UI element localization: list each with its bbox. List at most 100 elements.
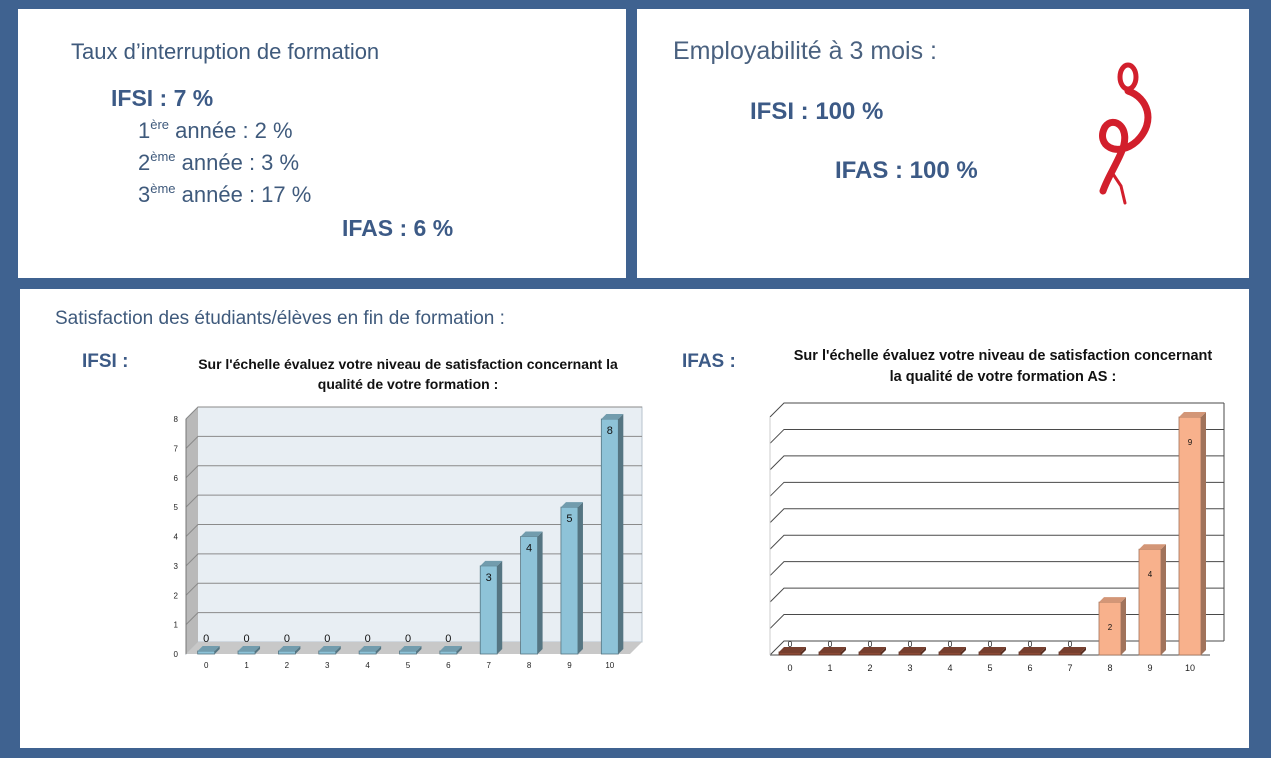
bar-top <box>601 414 624 419</box>
bar-side <box>1161 544 1166 655</box>
bar-side <box>335 646 341 654</box>
x-tick-label: 4 <box>947 663 952 673</box>
bar <box>778 647 806 656</box>
bar <box>399 646 422 655</box>
bar-side <box>921 647 926 655</box>
gridline <box>185 465 642 479</box>
bar-top <box>1059 647 1086 652</box>
gridline <box>769 481 1224 497</box>
bar-front <box>778 651 802 656</box>
bar-top <box>238 646 261 651</box>
bar <box>520 531 543 655</box>
y-tick-label: 3 <box>174 562 179 571</box>
bar-top <box>939 647 966 652</box>
data-label: 4 <box>526 543 532 555</box>
data-label: 0 <box>828 640 833 649</box>
bar-front <box>978 651 1002 656</box>
bar-top <box>779 647 806 652</box>
bar-side <box>1001 647 1006 655</box>
gridline <box>769 640 1224 656</box>
bar-top <box>278 646 301 651</box>
x-tick-label: 3 <box>325 661 330 670</box>
bar-front <box>1058 651 1082 656</box>
bar <box>818 647 846 656</box>
bar-top <box>439 646 462 651</box>
gridline <box>185 524 642 537</box>
data-label: 3 <box>486 572 492 584</box>
x-tick-label: 9 <box>1147 663 1152 673</box>
bar-side <box>577 502 583 654</box>
data-label: 0 <box>203 633 209 645</box>
data-label: 0 <box>948 640 953 649</box>
bar <box>1058 647 1086 656</box>
x-tick-label: 8 <box>1107 663 1112 673</box>
y-tick-label: 2 <box>174 591 179 600</box>
gridline <box>769 534 1224 550</box>
bar-side <box>1201 412 1206 655</box>
bar <box>237 646 261 655</box>
bar <box>439 646 462 655</box>
y-tick-label: 8 <box>174 415 179 424</box>
bar <box>978 647 1006 656</box>
bar-top <box>520 531 543 537</box>
gridline <box>185 553 642 567</box>
bar-side <box>376 646 382 654</box>
x-tick-label: 0 <box>204 661 209 670</box>
interruption-year-3: 3ème année : 17 % <box>138 181 312 207</box>
bar-side <box>881 647 886 655</box>
bar-front <box>1018 651 1042 656</box>
bar-front <box>938 651 962 656</box>
bar-top <box>318 646 341 651</box>
bar <box>479 560 503 655</box>
gridline <box>769 508 1224 524</box>
gridline <box>769 402 1224 418</box>
caduceus-icon <box>1099 62 1152 205</box>
bar-side <box>456 646 462 654</box>
ifsi-chart-label: IFSI : <box>82 351 129 372</box>
bar <box>600 414 624 655</box>
gridline <box>769 561 1224 577</box>
x-tick-label: 5 <box>406 661 411 670</box>
satisfaction-title: Satisfaction des étudiants/élèves en fin… <box>55 308 505 329</box>
employability-ifas: IFAS : 100 % <box>835 157 978 184</box>
data-label: 0 <box>908 640 913 649</box>
gridline <box>185 435 642 449</box>
x-tick-label: 0 <box>787 663 792 673</box>
data-label: 2 <box>1108 623 1113 632</box>
ifas-interruption-total: IFAS : 6 % <box>342 215 454 241</box>
bar-side <box>961 647 966 655</box>
bar-top <box>359 646 382 651</box>
bar-top <box>979 647 1006 652</box>
bar-top <box>399 646 422 651</box>
data-label: 0 <box>1068 640 1073 649</box>
data-label: 0 <box>324 633 330 645</box>
x-tick-label: 2 <box>867 663 872 673</box>
x-tick-label: 9 <box>567 661 572 670</box>
bar <box>560 502 583 655</box>
data-label: 0 <box>243 633 249 645</box>
bar <box>858 647 886 656</box>
bar <box>1098 597 1126 656</box>
interruption-title: Taux d’interruption de formation <box>71 39 380 64</box>
data-label: 0 <box>1028 640 1033 649</box>
bar <box>318 646 341 655</box>
bar-top <box>819 647 846 652</box>
satisfaction-panel: Satisfaction des étudiants/élèves en fin… <box>20 289 1249 748</box>
bar <box>278 646 301 655</box>
bar-top <box>197 646 220 651</box>
bar-top <box>560 502 583 508</box>
x-tick-label: 6 <box>446 661 451 670</box>
x-tick-label: 5 <box>987 663 992 673</box>
data-label: 0 <box>868 640 873 649</box>
x-tick-label: 1 <box>244 661 249 670</box>
gridline <box>185 494 642 508</box>
bar-front <box>898 651 922 656</box>
bar-top <box>480 560 503 566</box>
data-label: 0 <box>445 633 451 645</box>
x-tick-label: 8 <box>527 661 532 670</box>
bar-side <box>1121 597 1126 655</box>
bar-side <box>537 531 543 654</box>
gridline <box>185 406 642 420</box>
x-tick-label: 2 <box>285 661 290 670</box>
